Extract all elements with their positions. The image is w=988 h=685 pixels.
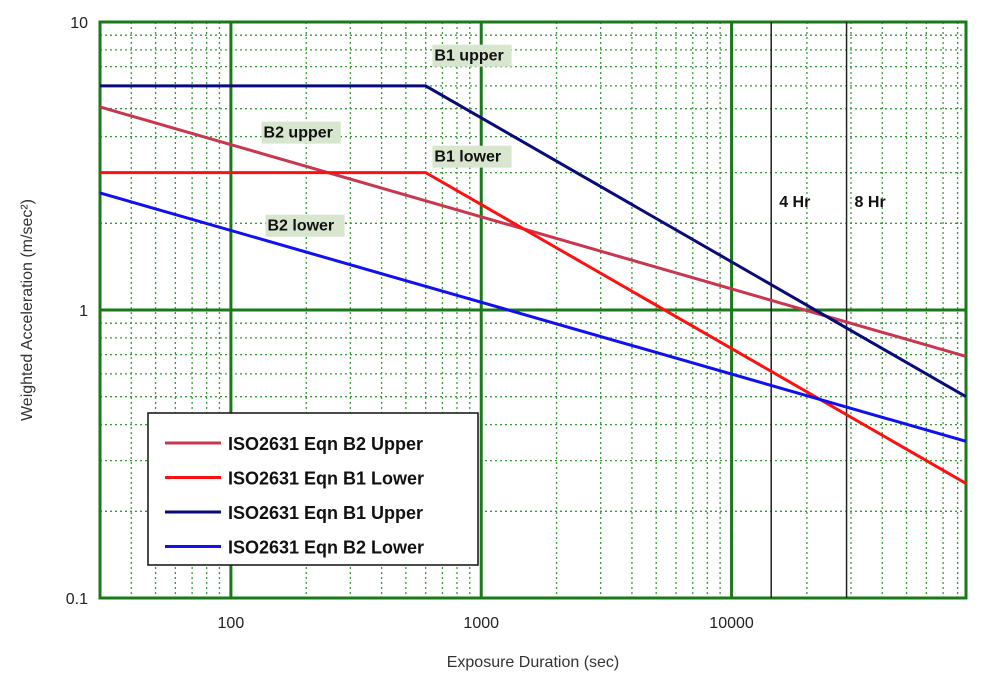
- y-tick-label: 10: [70, 15, 88, 32]
- duration-markers: 4 Hr 8 Hr: [770, 22, 886, 598]
- series-lines: [99, 84, 967, 485]
- legend-entry: ISO2631 Eqn B1 Upper: [228, 503, 423, 523]
- legend: ISO2631 Eqn B2 Upper ISO2631 Eqn B1 Lower…: [147, 412, 479, 566]
- y-tick-label: 0.1: [66, 591, 88, 608]
- vline-label: 8 Hr: [855, 194, 886, 211]
- legend-entry: ISO2631 Eqn B2 Lower: [228, 538, 424, 558]
- annotation-bg: [432, 44, 512, 67]
- series-line-2: [100, 84, 967, 398]
- legend-entry: ISO2631 Eqn B2 Upper: [228, 434, 423, 454]
- y-tick-label: 1: [79, 303, 88, 320]
- annotation-label: B1 lower: [434, 149, 501, 166]
- plot-frame: [98, 20, 968, 600]
- annotation-bg: [265, 214, 345, 237]
- legend-box: [147, 412, 479, 566]
- line-annotations: B1 upper B2 upper B1 lower B2 lower: [261, 44, 512, 237]
- series-line-3: [99, 191, 967, 443]
- annotation-label: B2 upper: [264, 125, 333, 142]
- annotation-bg: [261, 121, 341, 144]
- tick-labels: 100 1000 10000 0.1 1 10: [66, 15, 754, 632]
- annotation-label: B2 lower: [267, 218, 334, 235]
- x-axis-label: Exposure Duration (sec): [447, 654, 620, 671]
- legend-entry: ISO2631 Eqn B1 Lower: [228, 469, 424, 489]
- vline-label: 4 Hr: [779, 194, 810, 211]
- x-tick-label: 100: [218, 615, 245, 632]
- x-tick-label: 1000: [463, 615, 499, 632]
- y-axis-label: Weighted Acceleration (m/sec²): [19, 199, 36, 421]
- annotation-bg: [432, 145, 512, 168]
- x-tick-label: 10000: [709, 615, 754, 632]
- annotation-label: B1 upper: [434, 48, 503, 65]
- series-line-1: [100, 171, 967, 485]
